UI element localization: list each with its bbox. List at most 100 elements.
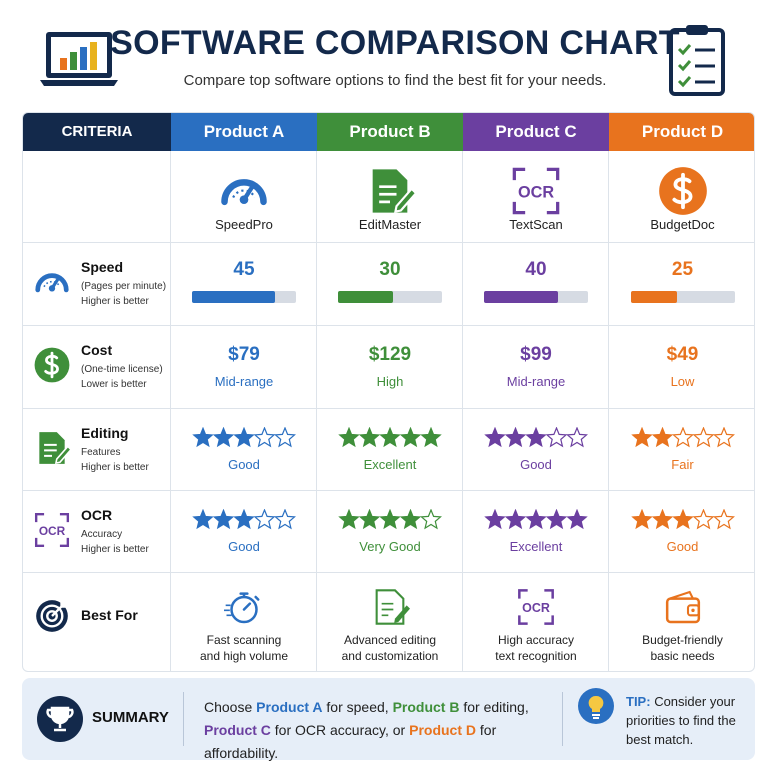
best-for-text: High accuracy [497,633,575,647]
product-highlight: Product B [392,699,460,715]
speed-value: 45 [233,259,255,280]
table-cell [23,326,171,409]
product-header: Product A [171,113,317,151]
tool-name: EditMaster [358,217,422,232]
star-rating [630,508,735,531]
icon-part [338,508,360,530]
icon-part: OCR [39,524,66,538]
criteria-icon [33,597,71,640]
icon-part [545,508,568,530]
icon-part [566,508,588,530]
summary-segment: for speed, [322,699,393,715]
product-icon: OCR [510,165,562,222]
table-cell [609,409,754,491]
icon-part [40,80,118,86]
icon-part [192,426,296,448]
speed-bar [192,291,276,303]
star-rating [338,426,442,449]
icon-part [512,167,560,215]
icon-part [39,432,73,465]
icon-part [394,187,418,213]
icon-part [484,508,588,530]
best-for-icon [224,587,264,632]
table-cell [23,491,171,573]
table-cell [609,243,754,326]
divider [562,692,563,746]
icon-part [37,696,83,742]
summary-text: Choose Product A for speed, Product B fo… [204,696,554,765]
criteria-icon: OCR [33,511,71,554]
product-header: Product D [609,113,754,151]
icon-part [504,508,527,530]
table-cell [317,409,463,491]
criteria-label: Speed [81,259,124,275]
icon-part [630,426,735,448]
criteria-note: (Pages per minute) [81,281,167,292]
icon-part [692,508,714,530]
cost-level: Low [670,374,695,389]
icon-part [630,508,735,530]
table-cell [463,491,609,573]
criteria-label: Cost [81,342,113,358]
star-rating [338,508,442,531]
icon-part [221,179,267,206]
criteria-icon [33,263,71,306]
star-rating [192,426,296,449]
icon-part [375,589,410,625]
table-cell [171,326,317,409]
product-icon [657,165,709,222]
table-cell [317,243,463,326]
rating-label: Excellent [363,457,417,472]
icon-part [566,426,588,448]
icon-part [671,172,692,210]
table-cell [23,573,171,671]
product-icon [218,165,270,222]
icon-part [686,25,708,35]
criteria-icon [33,429,73,472]
icon-part [677,44,692,88]
table-cell [463,151,609,243]
table-cell [317,491,463,573]
icon-part [233,508,255,530]
best-for-icon: OCR [516,587,556,632]
icon-part [35,273,69,293]
table-cell [23,243,171,326]
icon-part [239,592,260,611]
rating-label: Excellent [509,539,563,554]
icon-part [692,426,714,448]
icon-part [712,426,735,448]
icon-part [484,426,506,448]
table-cell [317,573,463,671]
rating-label: Good [228,457,260,472]
icon-part [420,426,442,448]
icon-part [233,426,255,448]
icon-part [420,508,442,530]
icon-part [34,347,70,383]
icon-part: OCR [512,167,560,215]
criteria-icon [33,346,71,389]
icon-part [578,688,614,724]
icon-part [665,590,700,624]
icon-part [381,602,394,617]
icon-part [525,426,547,448]
summary-segment: Choose [204,699,257,715]
speed-bar [484,291,558,303]
criteria-label: OCR [81,507,113,523]
table-cell [171,151,317,243]
product-highlight: Product C [204,722,271,738]
best-for-icon [370,587,410,632]
rating-label: Fair [671,457,694,472]
cost-value: $49 [666,344,699,365]
criteria-note: Accuracy [81,529,123,540]
icon-part [46,610,58,622]
icon-part [379,426,401,448]
icon-part [358,426,381,448]
icon-part [54,445,73,465]
cost-value: $79 [228,344,260,365]
icon-part [192,426,214,448]
icon-part: OCR [34,512,70,548]
rating-label: Very Good [359,539,421,554]
icon-part [90,42,97,70]
clipboard-icon [669,25,725,96]
table-cell [171,491,317,573]
